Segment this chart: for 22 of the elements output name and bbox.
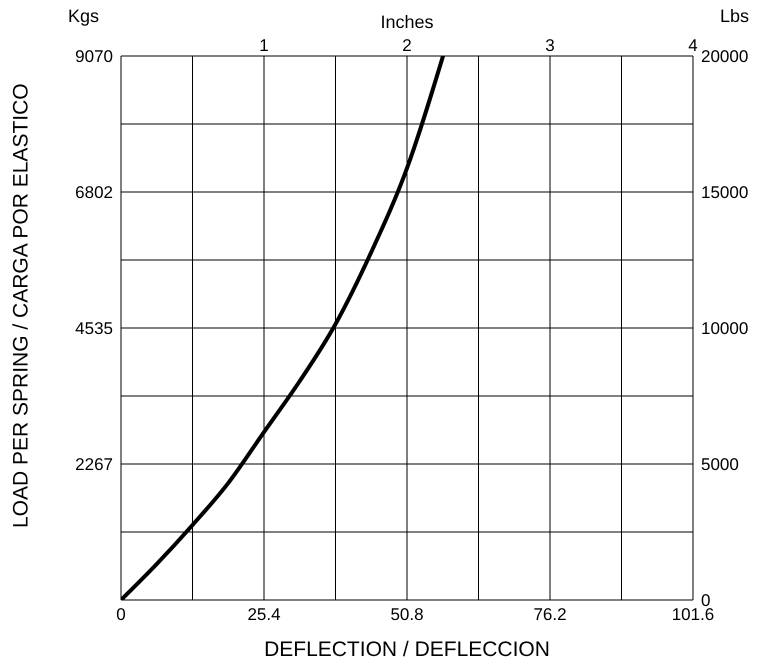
y-tick-label: 4535 xyxy=(75,319,113,338)
y-tick-label: 2267 xyxy=(75,455,113,474)
x-tick-label: 0 xyxy=(116,605,126,624)
x2-tick-label: 2 xyxy=(402,36,412,55)
y2-tick-label: 5000 xyxy=(701,455,739,474)
text: Kgs xyxy=(68,6,100,27)
y-tick-label: 9070 xyxy=(75,47,113,66)
x-tick-label: 76.2 xyxy=(533,605,567,624)
y2-tick-label: 15000 xyxy=(701,183,748,202)
x-tick-label: 101.6 xyxy=(672,605,714,624)
y2-tick-label: 10000 xyxy=(701,319,748,338)
y2-axis-title: Lbs xyxy=(720,6,750,27)
y-tick-label: 6802 xyxy=(75,183,113,202)
x2-tick-label: 3 xyxy=(545,36,555,55)
x-tick-label: 25.4 xyxy=(247,605,281,624)
x-axis-title: DEFLECTION / DEFLECCION xyxy=(264,638,550,661)
x2-tick-label: 4 xyxy=(688,36,698,55)
x2-axis-title: Inches xyxy=(380,12,434,32)
y2-tick-label: 20000 xyxy=(701,47,748,66)
x-tick-label: 50.8 xyxy=(390,605,424,624)
y-axis-title: LOAD PER SPRING / CARGA POR ELASTICO xyxy=(9,83,32,528)
x2-tick-label: 1 xyxy=(259,36,269,55)
